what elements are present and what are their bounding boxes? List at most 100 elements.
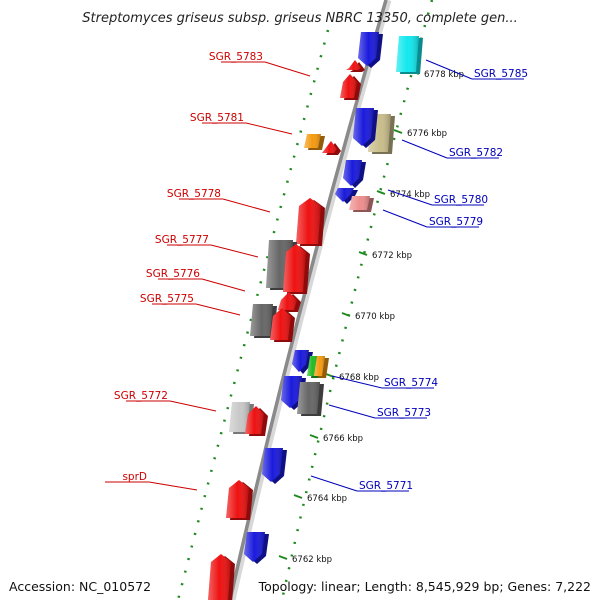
tick-label: 6776 kbp [407, 129, 447, 139]
gene-feature-reverse[interactable] [358, 32, 383, 68]
tick-mark [278, 555, 288, 560]
gene-feature-reverse[interactable] [349, 196, 374, 212]
label-leader [169, 400, 217, 412]
tick-mark [341, 312, 351, 317]
tick-mark [309, 434, 319, 439]
gene-feature-forward[interactable] [270, 308, 295, 342]
gene-feature-shade [358, 32, 379, 66]
gene-feature-shade [244, 532, 265, 562]
gene-feature-forward[interactable] [229, 402, 254, 434]
label-leader [222, 198, 271, 213]
label-leader [210, 244, 259, 258]
gene-label-forward[interactable]: SGR_5776 [146, 268, 200, 280]
feature-layer [208, 32, 423, 600]
tick-mark [358, 251, 368, 256]
gene-feature-shade [396, 36, 419, 72]
gene-feature-shade [262, 448, 283, 482]
gene-feature-shade [314, 356, 325, 376]
gene-feature-shade [297, 382, 320, 414]
map-title: Streptomyces griseus subsp. griseus NBRC… [82, 11, 517, 26]
tick-mark [393, 129, 403, 134]
gene-feature-reverse[interactable] [262, 448, 287, 484]
backbone-shadow [228, 0, 392, 600]
gene-feature-reverse[interactable] [396, 36, 423, 74]
gene-feature-shade [304, 134, 321, 148]
gene-label-forward[interactable]: SGR_5775 [140, 293, 194, 305]
tick-label: 6766 kbp [323, 434, 363, 444]
label-leader [201, 278, 246, 292]
gene-feature-reverse[interactable] [297, 382, 324, 416]
gene-label-reverse[interactable]: SGR_5774 [384, 377, 438, 389]
tick-label: 6778 kbp [424, 70, 464, 80]
topology-text: Topology: linear; Length: 8,545,929 bp; … [258, 579, 591, 594]
gene-feature-shade [245, 406, 264, 434]
gene-feature-forward[interactable] [278, 292, 301, 312]
gene-feature-forward[interactable] [304, 134, 325, 150]
gene-feature-shade [346, 60, 361, 70]
tick-label: 6772 kbp [372, 251, 412, 261]
gene-feature-shade [281, 376, 302, 408]
gene-label-reverse[interactable]: SGR_5780 [434, 194, 488, 206]
gene-feature-shade [208, 554, 231, 600]
gene-feature-reverse[interactable] [292, 350, 313, 374]
gene-feature-reverse[interactable] [244, 532, 269, 564]
tick-mark [376, 190, 386, 195]
gene-feature-forward[interactable] [340, 74, 361, 100]
gene-label-forward[interactable]: SGR_5781 [190, 112, 244, 124]
gene-feature-shade [270, 308, 291, 340]
gene-feature-shade [322, 141, 337, 153]
gene-label-forward[interactable]: SGR_5783 [209, 51, 263, 63]
accession-text: Accession: NC_010572 [9, 579, 152, 594]
gene-feature-reverse[interactable] [353, 108, 378, 148]
label-leader [148, 481, 198, 491]
gene-feature-reverse[interactable] [314, 356, 329, 378]
tick-label: 6764 kbp [307, 494, 347, 504]
gene-feature-reverse[interactable] [335, 188, 358, 204]
gene-feature-shade [283, 244, 306, 292]
gene-feature-shade [292, 350, 309, 372]
gene-label-reverse[interactable]: SGR_5785 [474, 68, 528, 80]
gene-feature-reverse[interactable] [343, 160, 366, 188]
forward-dotted-track [176, 29, 330, 600]
gene-feature-forward[interactable] [208, 554, 235, 600]
label-leader [245, 122, 293, 135]
label-leader [331, 375, 383, 389]
tick-label: 6768 kbp [339, 373, 379, 383]
label-leader [328, 404, 376, 419]
gene-feature-shade [349, 196, 370, 210]
gene-label-forward[interactable]: SGR_5772 [114, 390, 168, 402]
gene-feature-forward[interactable] [283, 244, 310, 294]
gene-label-forward[interactable]: SGR_5777 [155, 234, 209, 246]
gene-label-reverse[interactable]: SGR_5779 [429, 216, 483, 228]
gene-feature-forward[interactable] [346, 60, 365, 72]
tick-label: 6774 kbp [390, 190, 430, 200]
tick-label: 6762 kbp [292, 555, 332, 565]
gene-label-forward[interactable]: SGR_5778 [167, 188, 221, 200]
gene-feature-shade [343, 160, 362, 186]
gene-feature-shade [229, 402, 250, 432]
label-leader [310, 475, 358, 492]
gene-feature-forward[interactable] [322, 141, 341, 155]
gene-feature-shade [335, 188, 354, 202]
gene-feature-shade [340, 74, 357, 98]
gene-feature-forward[interactable] [296, 198, 325, 246]
label-layer: 6778 kbp 6776 kbp 6774 kbp 6772 kbp 6770 kbp… [105, 51, 528, 565]
gene-feature-shade [278, 292, 297, 310]
gene-label-forward[interactable]: sprD [122, 471, 147, 483]
gene-feature-forward[interactable] [226, 480, 253, 520]
tick-mark [293, 494, 303, 499]
tick-label: 6770 kbp [355, 312, 395, 322]
gene-label-reverse[interactable]: SGR_5782 [449, 147, 503, 159]
gene-label-reverse[interactable]: SGR_5771 [359, 480, 413, 492]
gene-feature-shade [353, 108, 374, 146]
gene-feature-shade [226, 480, 249, 518]
label-leader [425, 59, 473, 80]
gene-feature-forward[interactable] [245, 406, 268, 436]
gene-label-reverse[interactable]: SGR_5773 [377, 407, 431, 419]
label-leader [401, 139, 448, 159]
gene-feature-shade [296, 198, 321, 244]
label-leader [387, 189, 433, 206]
track-layer [176, 0, 434, 600]
